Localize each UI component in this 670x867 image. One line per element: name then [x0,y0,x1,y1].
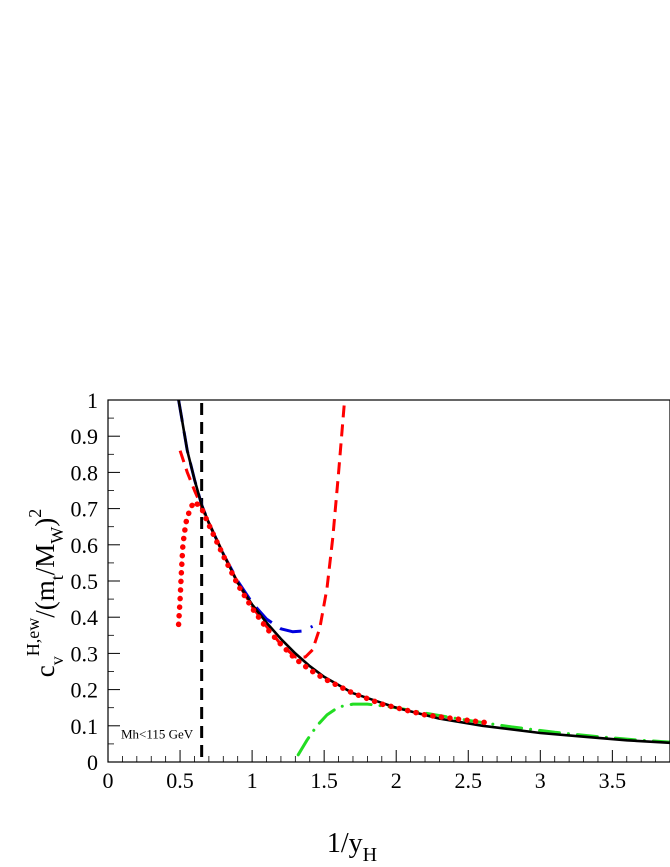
axis-ticks [107,399,656,763]
series-line-dotted [175,498,493,726]
x-tick-labels: 0 0.5 1 1.5 2 2.5 3 3.5 [103,768,627,793]
y-title-t-sub: t [47,575,67,580]
x-tick-label: 0 [103,768,114,793]
annotation-mh: Mh<115 GeV [121,726,194,741]
x-axis-title: 1/yH [327,828,377,866]
x-axis-title-main: 1/y [327,828,363,859]
y-title-sq: 2 [25,509,45,518]
y-title-close: ) [30,518,60,527]
y-tick-label: 0.1 [71,714,99,739]
y-title-c-sub: v [47,656,67,665]
y-tick-label: 0.3 [71,641,99,666]
y-title-c: c [30,665,60,677]
y-tick-label: 1 [87,388,98,413]
x-tick-label: 0.5 [166,768,194,793]
y-tick-label: 0.4 [71,605,99,630]
y-axis-title: cv H,ew/(mt/MW)2 [23,509,67,678]
y-tick-label: 0.5 [71,569,99,594]
y-tick-label: 0.9 [71,424,99,449]
x-tick-label: 2.5 [455,768,483,793]
y-title-mid2: /M [30,544,60,576]
x-axis-title-sub: H [363,844,377,866]
plot-series [175,399,670,762]
x-tick-label: 1 [247,768,258,793]
x-tick-label: 1.5 [310,768,338,793]
y-tick-label: 0.6 [71,533,99,558]
x-tick-label: 3 [535,768,546,793]
x-tick-label: 2 [391,768,402,793]
y-tick-label: 0 [87,750,98,775]
series-line-dash-dot [296,702,670,757]
y-title-w-sub: W [47,527,67,544]
y-tick-label: 0.7 [71,497,99,522]
series-line-solid [177,399,670,745]
y-tick-label: 0.8 [71,460,99,485]
y-tick-labels: 0 0.1 0.2 0.3 0.4 0.5 0.6 0.7 0.8 0.9 1 [71,388,99,775]
y-title-c-sup: H,ew [23,618,43,657]
x-tick-label: 3.5 [599,768,627,793]
y-tick-label: 0.2 [71,678,99,703]
y-title-mid1: /(m [30,580,60,618]
